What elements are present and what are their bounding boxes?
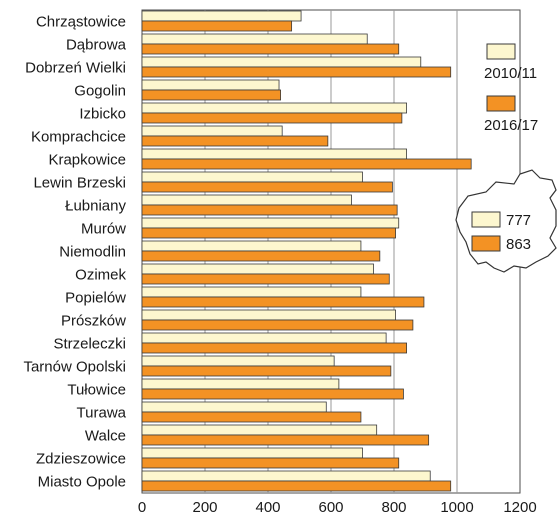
bar-series-2 — [141, 112, 403, 124]
bar-series-2 — [141, 158, 472, 170]
bar-series-2 — [141, 342, 408, 354]
x-tick-label: 0 — [138, 499, 146, 516]
bar-series-1 — [141, 217, 400, 229]
bar-series-1 — [141, 355, 335, 367]
category-label: Turawa — [77, 405, 127, 422]
legend: 2010/11 2016/17 — [484, 43, 538, 134]
category-label: Walce — [85, 428, 126, 445]
category-label: Lewin Brzeski — [33, 175, 126, 192]
x-tick-label: 200 — [192, 499, 217, 516]
bar-series-1 — [141, 33, 368, 45]
bar-series-2 — [141, 434, 430, 446]
bar-series-1 — [141, 401, 327, 413]
bar-series-1 — [141, 470, 431, 482]
category-labels: Chrząstowice Dąbrowa Dobrzeń Wielki Gogolin… — [23, 14, 126, 491]
bar-series-1 — [141, 102, 408, 114]
bar-series-2 — [141, 273, 390, 285]
bar-series-1 — [141, 10, 302, 22]
inset-swatch — [471, 235, 501, 252]
legend-swatch — [486, 95, 516, 112]
category-label: Miasto Opole — [38, 474, 126, 491]
category-label: Strzeleczki — [53, 336, 126, 353]
bar-series-1 — [141, 263, 374, 275]
x-tick-label: 800 — [381, 499, 406, 516]
bar-series-2 — [141, 365, 392, 377]
category-label: Izbicko — [79, 106, 126, 123]
category-label: Tarnów Opolski — [23, 359, 126, 376]
legend-swatch — [486, 43, 516, 60]
bar-series-2 — [141, 457, 400, 469]
bar-series-1 — [141, 447, 363, 459]
category-label: Niemodlin — [59, 244, 126, 261]
x-tick-label: 1200 — [503, 499, 536, 516]
category-label: Tułowice — [67, 382, 126, 399]
category-label: Prószków — [61, 313, 126, 330]
category-label: Chrząstowice — [36, 14, 126, 31]
x-tick-label: 600 — [318, 499, 343, 516]
bar-series-2 — [141, 66, 452, 78]
bar-series-1 — [141, 240, 362, 252]
category-label: Dobrzeń Wielki — [25, 60, 126, 77]
category-label: Dąbrowa — [66, 37, 127, 54]
category-label: Krapkowice — [48, 152, 126, 169]
legend-label: 2010/11 — [484, 65, 537, 82]
bar-series-2 — [141, 43, 400, 55]
bar-series-1 — [141, 125, 283, 137]
bar-series-2 — [141, 388, 404, 400]
bar-series-2 — [141, 227, 396, 239]
bar-series-1 — [141, 79, 280, 91]
bar-series-1 — [141, 171, 363, 183]
bar-series-2 — [141, 319, 414, 331]
bar-series-1 — [141, 56, 422, 68]
bar-series-2 — [141, 135, 329, 147]
x-tick-label: 1000 — [440, 499, 473, 516]
bar-series-2 — [141, 181, 393, 193]
category-label: Łubniany — [65, 198, 126, 215]
bar-series-2 — [141, 89, 282, 101]
bar-series-1 — [141, 332, 387, 344]
bar-series-1 — [141, 194, 352, 206]
inset-swatch — [471, 211, 501, 228]
bar-series-1 — [141, 424, 378, 436]
category-label: Ozimek — [75, 267, 126, 284]
bar-series-2 — [141, 204, 398, 216]
bar-series-2 — [141, 296, 425, 308]
category-label: Murów — [81, 221, 126, 238]
category-label: Zdzieszowice — [36, 451, 126, 468]
bar-series-2 — [141, 480, 452, 492]
category-label: Popielów — [65, 290, 126, 307]
bars — [141, 10, 472, 492]
legend-label: 2016/17 — [484, 117, 538, 134]
bar-series-1 — [141, 378, 340, 390]
inset-value: 777 — [506, 212, 531, 229]
bar-series-2 — [141, 411, 362, 423]
category-label: Komprachcice — [31, 129, 126, 146]
bar-series-1 — [141, 309, 396, 321]
bar-series-2 — [141, 20, 293, 32]
bar-series-1 — [141, 286, 362, 298]
x-axis-ticks: 0 200 400 600 800 1000 1200 — [138, 499, 537, 516]
category-label: Gogolin — [74, 83, 126, 100]
bar-series-2 — [141, 250, 381, 262]
x-tick-label: 400 — [255, 499, 280, 516]
inset-value: 863 — [506, 236, 531, 253]
bar-series-1 — [141, 148, 408, 160]
